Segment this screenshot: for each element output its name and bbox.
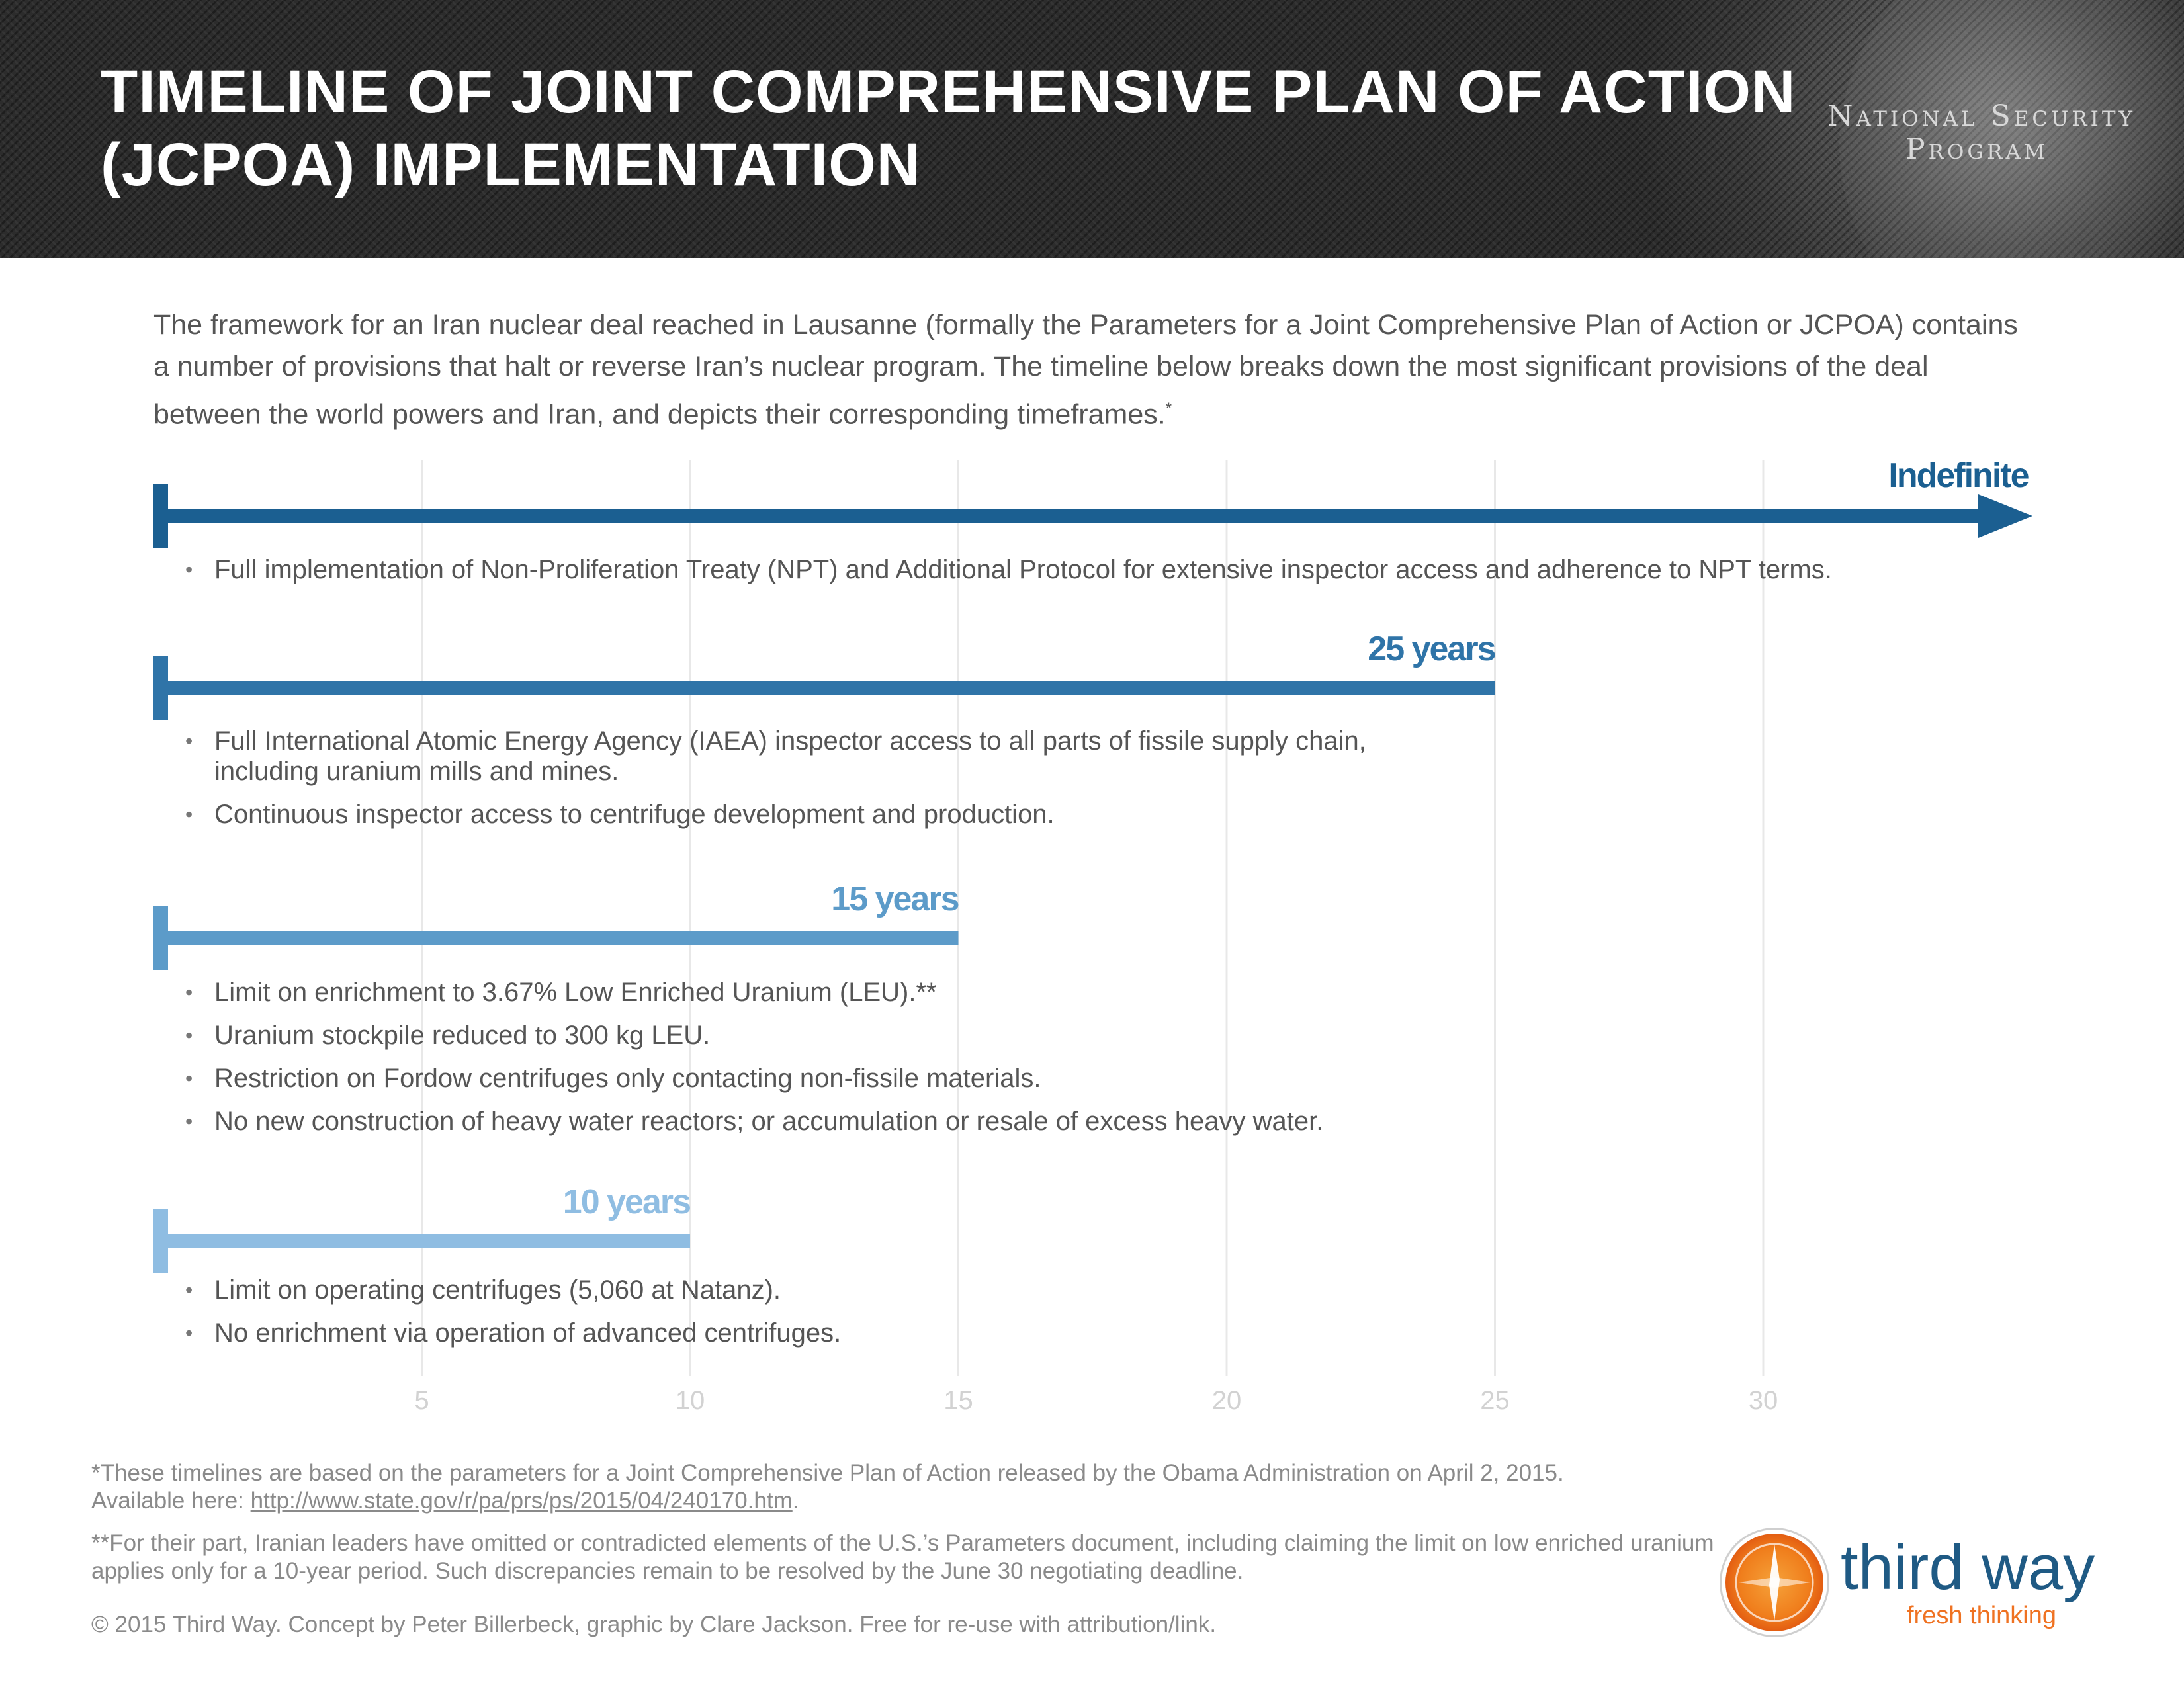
x-tick-label-5: 5 [414,1386,429,1415]
provision-item: No new construction of heavy water react… [185,1106,1323,1137]
timeline-bar-25-years [153,681,1495,695]
provision-item: Continuous inspector access to centrifug… [185,799,1471,830]
provision-list-indefinite: Full implementation of Non-Proliferation… [185,554,1832,597]
provision-list-15-years: Limit on enrichment to 3.67% Low Enriche… [185,977,1323,1149]
timeline-start-cap-25-years [153,656,168,720]
page-title-line-2: (JCPOA) IMPLEMENTATION [101,131,922,198]
grid-lines [421,460,1765,1376]
footnote-1-link-prefix: Available here: [91,1488,251,1514]
intro-paragraph: The framework for an Iran nuclear deal r… [153,304,2039,435]
x-tick-label-30: 30 [1749,1386,1778,1415]
timeline-bar-10-years [153,1234,690,1248]
timeline-start-cap-indefinite [153,484,168,548]
intro-text: The framework for an Iran nuclear deal r… [153,309,2018,431]
footnote-1: *These timelines are based on the parame… [91,1459,1785,1515]
globe-icon [1839,0,2184,258]
compass-star-icon [1725,1534,1823,1631]
intro-footnote-mark: * [1165,400,1172,417]
provision-item: No enrichment via operation of advanced … [185,1318,841,1348]
footnote-1-text: *These timelines are based on the parame… [91,1460,1564,1486]
program-name-line-1: National Security [1827,99,2136,133]
provision-item: Full implementation of Non-Proliferation… [185,554,1832,585]
timeline-start-cap-10-years [153,1209,168,1273]
timeline-label-10-years: 10 years [563,1183,690,1221]
timeline-start-cap-15-years [153,906,168,970]
provision-list-10-years: Limit on operating centrifuges (5,060 at… [185,1275,841,1361]
credit-line: © 2015 Third Way. Concept by Peter Bille… [91,1612,1217,1637]
timeline-bar-indefinite [153,509,1980,523]
timeline-label-indefinite: Indefinite [1888,456,2029,495]
source-link[interactable]: http://www.state.gov/r/pa/prs/ps/2015/04… [250,1488,793,1514]
timeline-bars: Indefinite 25 years 15 years 10 years [153,456,2032,1273]
footnote-2: **For their part, Iranian leaders have o… [91,1530,1714,1584]
footnote-1-link-suffix: . [792,1488,799,1514]
page-title: TIMELINE OF JOINT COMPREHENSIVE PLAN OF … [101,56,1821,201]
timeline-arrow-head-icon [1978,494,2032,538]
provision-item: Uranium stockpile reduced to 300 kg LEU. [185,1020,1323,1051]
x-tick-label-10: 10 [676,1386,705,1415]
x-tick-label-20: 20 [1212,1386,1242,1415]
timeline-bar-15-years [153,931,959,945]
page-title-line-1: TIMELINE OF JOINT COMPREHENSIVE PLAN OF … [101,58,1796,126]
provision-item: Restriction on Fordow centrifuges only c… [185,1063,1323,1094]
provision-item: Limit on operating centrifuges (5,060 at… [185,1275,841,1305]
x-tick-label-15: 15 [943,1386,973,1415]
provision-list-25-years: Full International Atomic Energy Agency … [185,726,1471,842]
header-banner: TIMELINE OF JOINT COMPREHENSIVE PLAN OF … [0,0,2184,258]
brand-logo-tagline: fresh thinking [1907,1602,2057,1629]
x-tick-label-25: 25 [1480,1386,1510,1415]
provision-item: Full International Atomic Energy Agency … [185,726,1471,787]
timeline-label-25-years: 25 years [1368,630,1495,668]
x-tick-labels: 5 10 15 20 25 30 [414,1386,1778,1415]
timeline-label-15-years: 15 years [831,880,958,918]
provision-item: Limit on enrichment to 3.67% Low Enriche… [185,977,1323,1008]
footnote-1-source: Available here: http://www.state.gov/r/p… [91,1487,1785,1515]
brand-logo-name: third way [1841,1532,2095,1603]
program-name-line-2: Program [1905,132,2048,166]
